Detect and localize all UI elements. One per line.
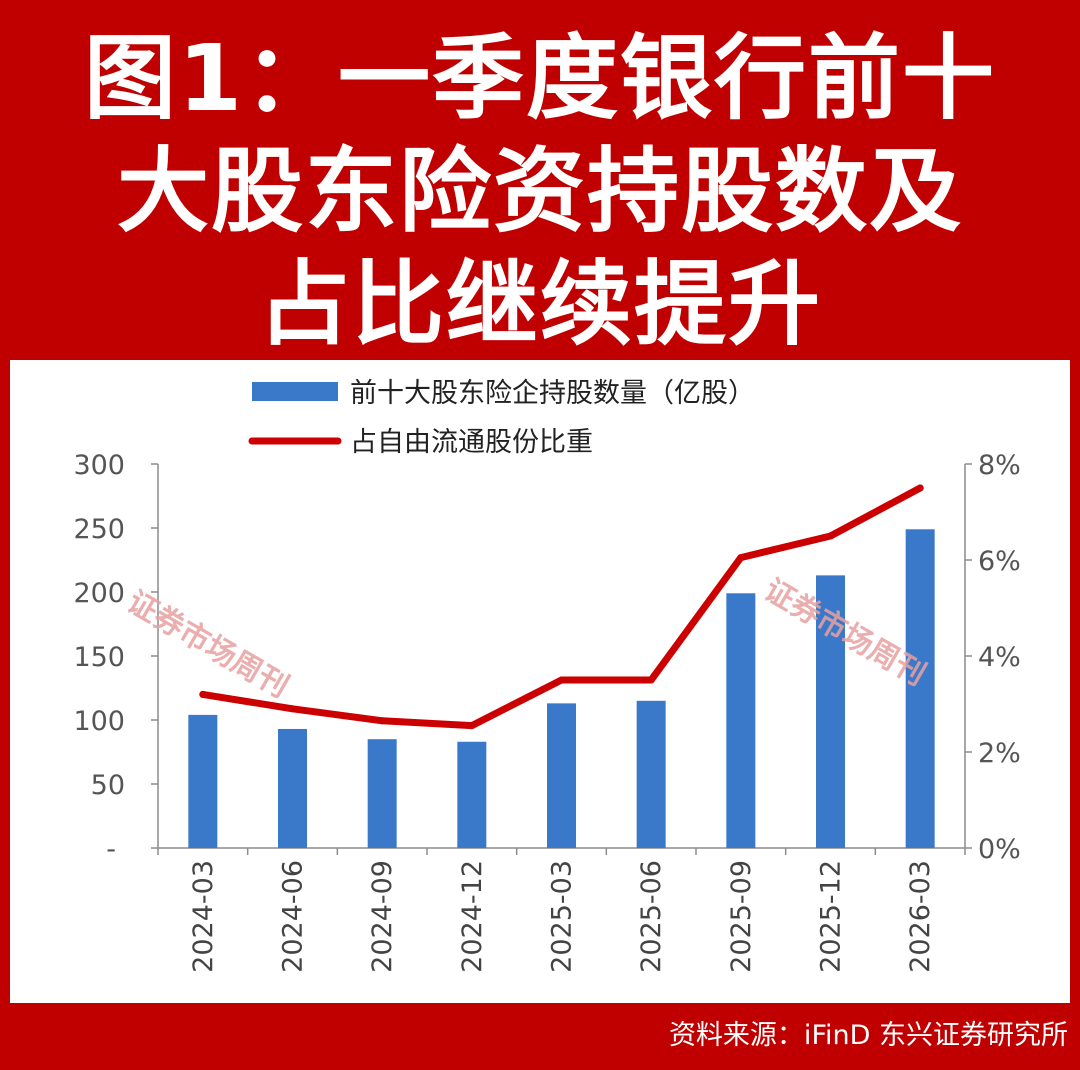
line-point-2026-03 [916, 484, 924, 492]
line-point-2024-09 [378, 717, 386, 725]
legend-label-line: 占自由流通股份比重 [350, 427, 593, 458]
line-point-2025-06 [647, 676, 655, 684]
line-point-2025-09 [737, 554, 745, 562]
title-line-2: 大股东险资持股数及 [116, 138, 963, 245]
y-left-tick-label: 150 [73, 642, 125, 673]
bar-2024-09 [367, 739, 397, 848]
x-tick-label: 2025-03 [547, 860, 578, 973]
y-left-tick-label: 250 [73, 514, 125, 545]
bar-2025-09 [726, 593, 756, 848]
legend-swatch-bar [252, 382, 338, 401]
chart-title: 图1：一季度银行前十 大股东险资持股数及 占比继续提升 [0, 22, 1080, 361]
source-note: 资料来源：iFinD 东兴证券研究所 [668, 1020, 1068, 1051]
x-tick-label: 2025-09 [726, 860, 757, 973]
line-point-2025-12 [827, 532, 834, 540]
x-tick-label: 2024-03 [188, 860, 219, 973]
title-line-1: 图1：一季度银行前十 [83, 25, 996, 132]
bar-2024-06 [278, 728, 307, 848]
y-left-tick-label: - [106, 834, 116, 865]
x-tick-label: 2024-12 [457, 860, 488, 973]
y-left-tick-label: 50 [91, 770, 125, 801]
y-right-tick-label: 2% [978, 738, 1021, 769]
y-right-tick-label: 0% [978, 834, 1021, 865]
y-right-tick-label: 6% [978, 546, 1021, 577]
x-tick-label: 2025-06 [636, 860, 667, 973]
y-left-tick-label: 300 [73, 450, 125, 481]
bar-2025-03 [547, 703, 576, 848]
x-tick-label: 2024-06 [278, 860, 309, 973]
y-right-tick-label: 4% [978, 642, 1021, 673]
bar-2025-06 [636, 700, 666, 848]
x-tick-label: 2026-03 [905, 860, 936, 973]
bar-2024-03 [188, 714, 218, 848]
chart-panel: 前十大股东险企持股数量（亿股） 占自由流通股份比重 - 50 100 150 200 250 3… [10, 360, 1070, 1003]
combo-chart: 前十大股东险企持股数量（亿股） 占自由流通股份比重 - 50 100 150 200 250 3… [73, 378, 1021, 973]
y-left-tick-label: 200 [73, 578, 125, 609]
watermark-left: 证券市场周刊 [121, 585, 294, 705]
y-right-tick-label: 8% [978, 450, 1021, 481]
x-tick-label: 2025-12 [816, 860, 847, 973]
line-point-2024-06 [289, 705, 296, 713]
bar-2026-03 [905, 529, 935, 848]
y-left-tick-label: 100 [73, 706, 125, 737]
bar-2024-12 [457, 741, 487, 848]
line-point-2025-03 [558, 676, 565, 684]
title-line-3: 占比继续提升 [257, 251, 822, 358]
x-tick-label: 2024-09 [367, 860, 398, 973]
bar-2025-12 [816, 575, 845, 848]
line-point-2024-12 [468, 722, 476, 730]
legend-label-bar: 前十大股东险企持股数量（亿股） [350, 378, 755, 409]
line-point-2024-03 [199, 690, 207, 698]
